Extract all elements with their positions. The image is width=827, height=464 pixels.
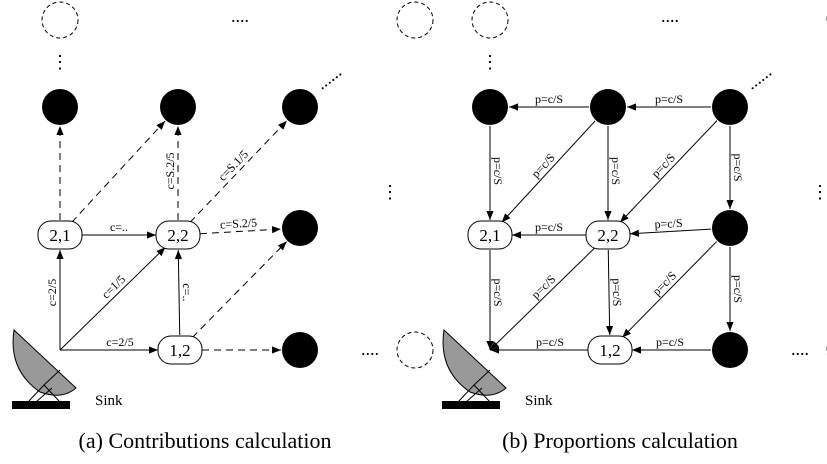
edge-label-group: c=.. <box>110 220 128 234</box>
ellipsis: .... <box>361 339 379 359</box>
sensor-node <box>472 89 508 125</box>
placeholder-node <box>397 332 433 368</box>
edge-label-group: c=S.2/5 <box>163 152 177 189</box>
ellipsis: ⋮ <box>481 52 499 72</box>
edge-label: p=c/S <box>731 153 745 181</box>
sink-base <box>442 401 500 409</box>
ellipsis: .... <box>791 339 809 359</box>
node-label: 2,2 <box>167 226 188 245</box>
node-label: 2,1 <box>479 226 500 245</box>
edge-label-group: p=c/S <box>731 275 745 303</box>
figure: (a) Contributions calculation (b) Propor… <box>0 0 827 464</box>
edge-label-group: p=c/S <box>491 157 505 185</box>
caption: (b) Proportions calculation <box>502 428 738 453</box>
edge-label-group: c=S.1/5 <box>215 147 251 184</box>
edge-label: c=.. <box>180 283 194 301</box>
ellipsis: ⋮ <box>811 182 827 202</box>
edge-label-group: p=c/S <box>610 278 624 306</box>
ellipsis: ...... <box>742 61 776 93</box>
edge-label: p=c/S <box>654 216 683 232</box>
edge-label-group: c=1/5 <box>99 272 128 301</box>
edge-label: p=c/S <box>528 272 558 302</box>
sensor-node <box>712 210 748 246</box>
edge <box>620 121 717 223</box>
page: (a) Contributions calculation (b) Propor… <box>0 0 827 464</box>
edge-label-group: p=c/S <box>535 220 563 234</box>
edge-label-group: c=2/5 <box>45 279 59 306</box>
node-label: 1,2 <box>169 341 190 360</box>
panel: Sink p=c/S p=c/S p=c/S p=c/S p=c/S p=c/S p=c/S p… <box>442 2 827 409</box>
sensor-node <box>282 89 318 125</box>
edge-label: p=c/S <box>656 335 684 349</box>
sensor-node <box>712 332 748 368</box>
edge <box>608 250 609 335</box>
ellipsis: .... <box>661 6 679 26</box>
edge-label-group: p=c/S <box>654 216 683 232</box>
edge-label: c=1/5 <box>99 272 128 301</box>
sensor-node <box>42 89 78 125</box>
dashed-edge <box>192 242 286 338</box>
edge-label-group: p=c/S <box>649 268 679 298</box>
edge-label-group: p=c/S <box>536 335 564 349</box>
placeholder-node <box>397 2 433 38</box>
edge-label: p=c/S <box>648 150 678 180</box>
edge <box>622 242 716 338</box>
edge-label-group: p=c/S <box>731 153 745 181</box>
edge-label: p=c/S <box>535 220 563 234</box>
edge-label-group: p=c/S <box>609 157 623 185</box>
edge <box>502 121 595 222</box>
edge-label-group: p=c/S <box>656 335 684 349</box>
sensor-node <box>282 210 318 246</box>
node-label: 1,2 <box>599 341 620 360</box>
edge-label-group: p=c/S <box>655 92 683 106</box>
edge-label: p=c/S <box>491 157 505 185</box>
edge-label: c=S.2/5 <box>163 152 177 189</box>
edge-label-group: p=c/S <box>491 278 505 306</box>
node-label: 2,2 <box>597 226 618 245</box>
edge-label: c=2/5 <box>106 335 133 349</box>
edge-label: p=c/S <box>731 275 745 303</box>
edge-label-group: c=S.2/5 <box>220 215 258 231</box>
edge-label: p=c/S <box>536 335 564 349</box>
ellipsis: ⋮ <box>381 182 399 202</box>
dashed-edge <box>190 121 287 223</box>
edge-label: c=S.1/5 <box>215 147 251 184</box>
edge-label: p=c/S <box>491 278 505 306</box>
edge-label: c=2/5 <box>45 279 59 306</box>
edge <box>178 250 179 335</box>
placeholder-node <box>42 2 78 38</box>
placeholder-node <box>472 2 508 38</box>
edge-label: c=.. <box>110 220 128 234</box>
caption: (a) Contributions calculation <box>79 428 332 453</box>
edge-label-group: c=.. <box>180 283 194 301</box>
edge-label-group: p=c/S <box>535 92 563 106</box>
edge-label-group: c=2/5 <box>106 335 133 349</box>
edge-label: p=c/S <box>609 157 623 185</box>
sink-label: Sink <box>95 393 123 409</box>
edge-label: p=c/S <box>610 278 624 306</box>
edge-label-group: p=c/S <box>648 150 678 180</box>
dashed-edge <box>72 121 165 222</box>
sink-base <box>12 401 70 409</box>
sensor-node <box>712 89 748 125</box>
sensor-node <box>160 89 196 125</box>
edge-label: p=c/S <box>649 268 679 298</box>
edge-label-group: p=c/S <box>528 272 558 302</box>
ellipsis: .... <box>231 6 249 26</box>
edge-label: p=c/S <box>655 92 683 106</box>
edge-label: p=c/S <box>535 92 563 106</box>
node-label: 2,1 <box>49 226 70 245</box>
edge-label: c=S.2/5 <box>220 215 258 231</box>
sink-label: Sink <box>525 393 553 409</box>
panel: Sink c=.. c=S.2/5 c=2/5 c=1/5 c=2/5 c=.. c=S.2/… <box>12 2 433 409</box>
ellipsis: ⋮ <box>51 52 69 72</box>
ellipsis: ...... <box>312 61 346 93</box>
sensor-node <box>282 332 318 368</box>
sensor-node <box>590 89 626 125</box>
